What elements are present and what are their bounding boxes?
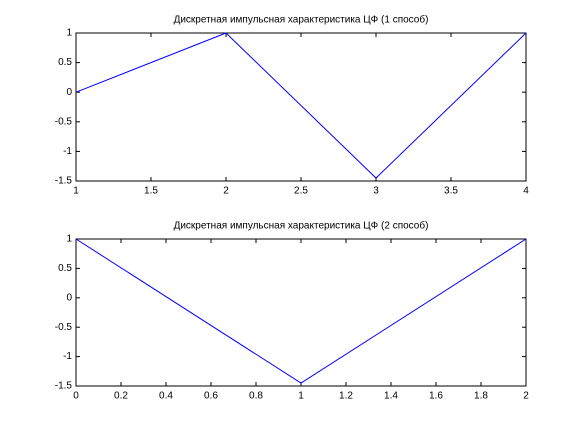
data-line: [75, 238, 527, 384]
axes-frame: [75, 238, 527, 387]
y-tick-label: 0.5: [58, 57, 72, 68]
y-tick-label: -0.5: [55, 116, 73, 127]
x-tick-label: 1.4: [384, 391, 398, 402]
data-line: [75, 32, 527, 179]
x-tick-label: 1.2: [339, 391, 353, 402]
y-tick-label: 0: [66, 292, 72, 303]
x-tick-label: 1: [73, 186, 79, 197]
y-tick-label: 0: [66, 87, 72, 98]
y-tick-label: 1: [66, 28, 72, 39]
x-tick-label: 0.6: [204, 391, 218, 402]
x-tick-label: 1.5: [144, 186, 158, 197]
y-tick-label: -0.5: [55, 322, 73, 333]
x-tick-label: 3: [373, 186, 379, 197]
chart-title: Дискретная импульсная характеристика ЦФ …: [174, 220, 429, 232]
x-tick-label: 0.8: [249, 391, 263, 402]
x-tick-label: 2: [223, 186, 229, 197]
axes-frame: [75, 32, 527, 182]
y-tick-label: -1.5: [55, 176, 73, 187]
x-tick-label: 1: [298, 391, 304, 402]
x-tick-label: 0.2: [114, 391, 128, 402]
x-tick-label: 0: [73, 391, 79, 402]
x-tick-label: 1.6: [429, 391, 443, 402]
y-tick-label: -1: [63, 351, 72, 362]
x-tick-label: 3.5: [444, 186, 458, 197]
y-tick-label: -1: [63, 146, 72, 157]
x-tick-label: 2.5: [294, 186, 308, 197]
y-tick-label: -1.5: [55, 381, 73, 392]
x-tick-label: 2: [523, 391, 529, 402]
x-tick-label: 1.8: [474, 391, 488, 402]
x-tick-label: 0.4: [159, 391, 173, 402]
y-tick-label: 0.5: [58, 263, 72, 274]
chart-title: Дискретная импульсная характеристика ЦФ …: [174, 14, 429, 26]
x-tick-label: 4: [523, 186, 529, 197]
y-tick-label: 1: [66, 234, 72, 245]
